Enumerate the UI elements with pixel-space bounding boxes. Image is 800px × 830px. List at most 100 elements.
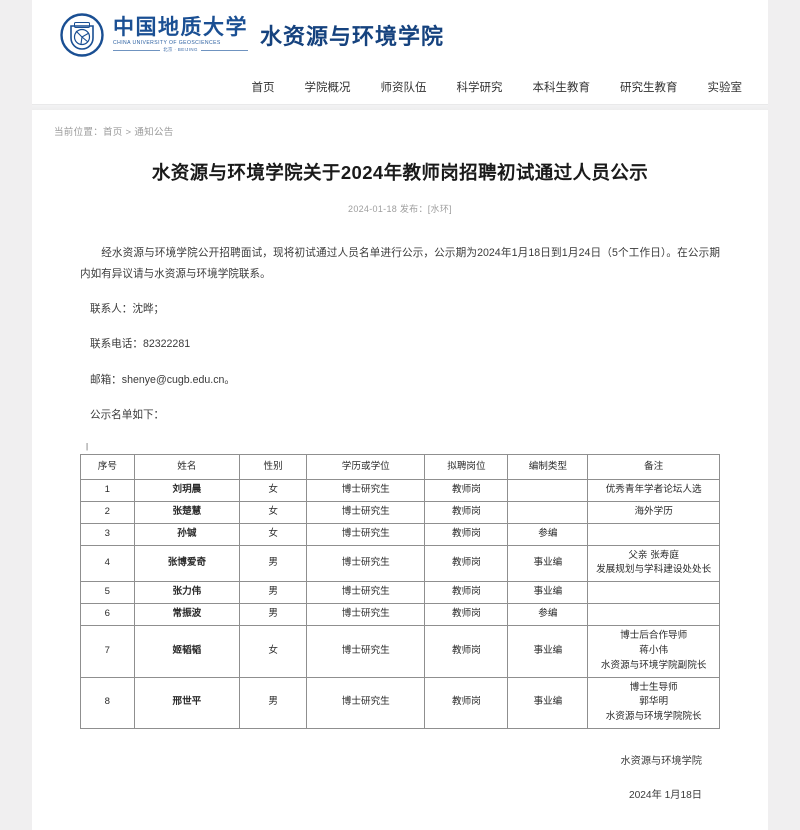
cell-post: 教师岗 xyxy=(424,676,509,730)
logo-subline: 北京 · BEIJING xyxy=(113,47,248,53)
cell-note: 父亲 张寿庭发展规划与学科建设处处长 xyxy=(587,544,720,583)
signature-date: 2024年 1月18日 xyxy=(628,790,702,802)
nav-item-home[interactable]: 首页 xyxy=(251,82,275,94)
cell-education: 博士研究生 xyxy=(306,603,426,627)
table-row: 4 张博爱奇男博士研究生 教师岗 事业编 父亲 张寿庭 发展规划与学科建设处处长 xyxy=(80,544,720,583)
cell-note: 博士生导师郭华明水资源与环境学院院长 xyxy=(587,676,720,730)
logo-campus-label: 北京 · BEIJING xyxy=(163,47,198,53)
table-row: 5 张力伟男博士研究生 教师岗 事业编 xyxy=(80,581,720,605)
nav-item-graduate[interactable]: 研究生教育 xyxy=(620,82,678,94)
cell-type: 参编 xyxy=(507,522,589,546)
university-emblem-icon xyxy=(60,13,104,57)
cell-note xyxy=(587,603,720,627)
cell-note: 海外学历 xyxy=(587,500,720,524)
site-logo[interactable]: 中国地质大学 CHINA UNIVERSITY OF GEOSCIENCES 北… xyxy=(60,13,248,57)
note-line: 博士生导师 xyxy=(629,681,678,693)
cell-education: 博士研究生 xyxy=(306,522,426,546)
table-row: 2 张楚慧女博士研究生 教师岗 海外学历 xyxy=(80,500,720,524)
cell-no: 4 xyxy=(80,544,135,583)
cell-sex: 女 xyxy=(239,522,308,546)
cell-education: 博士研究生 xyxy=(306,500,426,524)
column-header-name: 姓名 xyxy=(133,454,241,481)
table-row: 6 常振波男博士研究生 教师岗 参编 xyxy=(80,603,720,627)
column-header-note: 备注 xyxy=(587,454,720,481)
cell-note: 优秀青年学者论坛人选 xyxy=(587,479,720,502)
note-line: 父亲 张寿庭 xyxy=(628,549,679,561)
cell-no: 7 xyxy=(80,625,135,678)
table-header-row: 序号 姓名 性别 学历或学位 拟聘岗位 编制类型 备注 xyxy=(80,454,720,481)
table-body: 1 刘玥晨女博士研究生 教师岗 优秀青年学者论坛人选 2 张楚慧女博士研究生 教师岗 海外学历… xyxy=(80,479,720,730)
cell-type: 参编 xyxy=(507,603,589,627)
cell-sex: 女 xyxy=(239,500,308,524)
cell-name: 张力伟 xyxy=(133,581,241,605)
logo-rule-right xyxy=(200,50,248,52)
note-line: 优秀青年学者论坛人选 xyxy=(605,484,702,496)
note-line: 郭华明 xyxy=(639,696,669,708)
nav-item-faculty[interactable]: 师资队伍 xyxy=(380,82,427,94)
cell-sex: 女 xyxy=(239,625,308,678)
cell-type: 事业编 xyxy=(507,544,589,583)
cell-name: 张楚慧 xyxy=(133,500,241,524)
note-line: 水资源与环境学院院长 xyxy=(605,711,702,723)
note-line: 发展规划与学科建设处处长 xyxy=(596,564,712,576)
cell-no: 2 xyxy=(80,500,135,524)
page-title: 水资源与环境学院关于2024年教师岗招聘初试通过人员公示 xyxy=(151,162,649,183)
cell-education: 博士研究生 xyxy=(306,581,426,605)
breadcrumb[interactable]: 当前位置：首页 > 通知公告 xyxy=(54,127,174,138)
list-intro: 公示名单如下： xyxy=(90,408,165,421)
nav-item-research[interactable]: 科学研究 xyxy=(456,82,503,94)
cell-note xyxy=(587,522,720,546)
cell-type xyxy=(507,500,589,524)
cell-no: 8 xyxy=(80,676,135,730)
column-header-sex: 性别 xyxy=(239,454,308,481)
nav-item-undergraduate[interactable]: 本科生教育 xyxy=(532,82,591,94)
cell-type: 事业编 xyxy=(507,625,589,678)
cell-education: 博士研究生 xyxy=(306,676,426,730)
cell-sex: 男 xyxy=(239,603,308,627)
signature-org: 水资源与环境学院 xyxy=(620,756,703,768)
cell-no: 6 xyxy=(80,603,135,627)
cell-post: 教师岗 xyxy=(424,522,509,546)
cell-post: 教师岗 xyxy=(424,581,509,605)
cell-post: 教师岗 xyxy=(424,479,509,502)
cell-education: 博士研究生 xyxy=(306,625,426,678)
site-header: 中国地质大学 CHINA UNIVERSITY OF GEOSCIENCES 北… xyxy=(32,0,768,70)
cell-post: 教师岗 xyxy=(424,544,509,583)
article-body: 经水资源与环境学院公开招聘面试，现将初试通过人员名单进行公示，公示期为2024年… xyxy=(80,243,720,426)
cell-sex: 男 xyxy=(239,581,308,605)
cell-post: 教师岗 xyxy=(424,603,509,627)
note-line: 海外学历 xyxy=(634,505,673,517)
table-row: 3 孙铖女博士研究生 教师岗 参编 xyxy=(80,522,720,546)
cell-no: 1 xyxy=(80,479,135,502)
logo-rule-left xyxy=(113,50,161,52)
cell-type: 事业编 xyxy=(507,581,589,605)
cell-type: 事业编 xyxy=(507,676,589,730)
signature-block: 水资源与环境学院 2024年 1月18日 xyxy=(80,755,720,804)
cell-no: 3 xyxy=(80,522,135,546)
column-header-education: 学历或学位 xyxy=(306,454,426,481)
cell-post: 教师岗 xyxy=(424,500,509,524)
bottom-spacer xyxy=(80,804,720,830)
article-meta: 2024-01-18 发布：[水环] xyxy=(348,203,452,214)
logo-text-block: 中国地质大学 CHINA UNIVERSITY OF GEOSCIENCES 北… xyxy=(113,17,248,53)
main-navigation: 首页 学院概况 师资队伍 科学研究 本科生教育 研究生教育 实验室 xyxy=(32,70,768,104)
note-line: 博士后合作导师 xyxy=(620,630,688,642)
nav-item-college-overview[interactable]: 学院概况 xyxy=(304,82,351,94)
contact-email: 邮箱：shenye@cugb.edu.cn。 xyxy=(90,373,236,386)
cell-note: 博士后合作导师 蒋小伟 水资源与环境学院副院长 xyxy=(587,625,720,678)
logo-english-name: CHINA UNIVERSITY OF GEOSCIENCES xyxy=(113,40,221,47)
cell-education: 博士研究生 xyxy=(306,544,426,583)
cell-name: 常振波 xyxy=(133,603,241,627)
cell-name: 张博爱奇 xyxy=(133,544,241,583)
cell-name: 刘玥晨 xyxy=(133,479,241,502)
candidates-table: 序号 姓名 性别 学历或学位 拟聘岗位 编制类型 备注 1 刘玥晨女博士研究生 教师… xyxy=(80,454,720,730)
nav-item-laboratory[interactable]: 实验室 xyxy=(707,82,743,94)
cell-education: 博士研究生 xyxy=(306,479,426,502)
cell-name: 邢世平 xyxy=(133,676,241,730)
contact-person: 联系人：沈晔； xyxy=(90,303,165,316)
cell-name: 孙铖 xyxy=(133,522,241,546)
cell-post: 教师岗 xyxy=(424,625,509,678)
table-head: 序号 姓名 性别 学历或学位 拟聘岗位 编制类型 备注 xyxy=(80,454,720,481)
cell-sex: 男 xyxy=(239,544,308,583)
cell-sex: 男 xyxy=(239,676,308,730)
